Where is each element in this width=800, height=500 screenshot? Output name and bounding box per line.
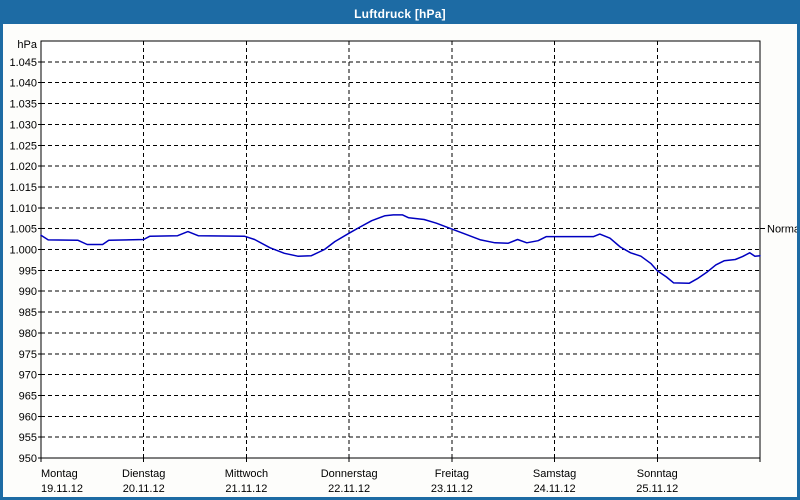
x-date-label: 23.11.12	[431, 483, 473, 495]
x-day-label: Dienstag	[122, 468, 165, 480]
y-tick-label: 975	[19, 349, 37, 361]
x-date-label: 24.11.12	[534, 483, 576, 495]
y-tick-label: 990	[19, 286, 37, 298]
y-tick-label: 1.025	[9, 140, 37, 152]
y-tick-label: 955	[19, 432, 37, 444]
y-tick-label: 985	[19, 307, 37, 319]
x-date-label: 21.11.12	[225, 483, 267, 495]
x-date-label: 20.11.12	[123, 483, 165, 495]
x-day-label: Montag	[41, 468, 78, 480]
pressure-series-line	[40, 214, 761, 285]
x-day-label: Sonntag	[637, 468, 678, 480]
y-tick-label: 1.035	[9, 99, 37, 111]
x-date-label: 25.11.12	[636, 483, 678, 495]
x-day-label: Freitag	[435, 468, 469, 480]
y-tick-label: 1.000	[9, 245, 37, 257]
y-axis-unit-label: hPa	[17, 39, 37, 51]
x-day-label: Mittwoch	[225, 468, 268, 480]
y-tick-label: 980	[19, 328, 37, 340]
y-tick-label: 1.045	[9, 57, 37, 69]
y-tick-label: 1.015	[9, 182, 37, 194]
y-tick-label: 970	[19, 370, 37, 382]
normal-marker-label: Normal	[767, 224, 797, 236]
y-tick-label: 995	[19, 265, 37, 277]
window-title: Luftdruck [hPa]	[354, 6, 446, 21]
x-day-label: Samstag	[533, 468, 576, 480]
pressure-chart: hPa 1.045 1.040 1.035 1.030 1.025 1.020 1.015 1.…	[9, 39, 797, 495]
y-tick-label: 1.040	[9, 78, 37, 90]
window-titlebar[interactable]: Luftdruck [hPa]	[3, 3, 797, 24]
x-date-label: 22.11.12	[328, 483, 370, 495]
x-date-label: 19.11.12	[41, 483, 83, 495]
y-tick-label: 960	[19, 411, 37, 423]
x-day-label: Donnerstag	[321, 468, 378, 480]
y-tick-label: 1.005	[9, 224, 37, 236]
y-tick-label: 965	[19, 390, 37, 402]
y-tick-label: 1.030	[9, 119, 37, 131]
chart-area: hPa 1.045 1.040 1.035 1.030 1.025 1.020 1.015 1.…	[3, 24, 797, 497]
y-tick-label: 1.010	[9, 203, 37, 215]
y-tick-label: 950	[19, 453, 37, 465]
y-tick-label: 1.020	[9, 161, 37, 173]
